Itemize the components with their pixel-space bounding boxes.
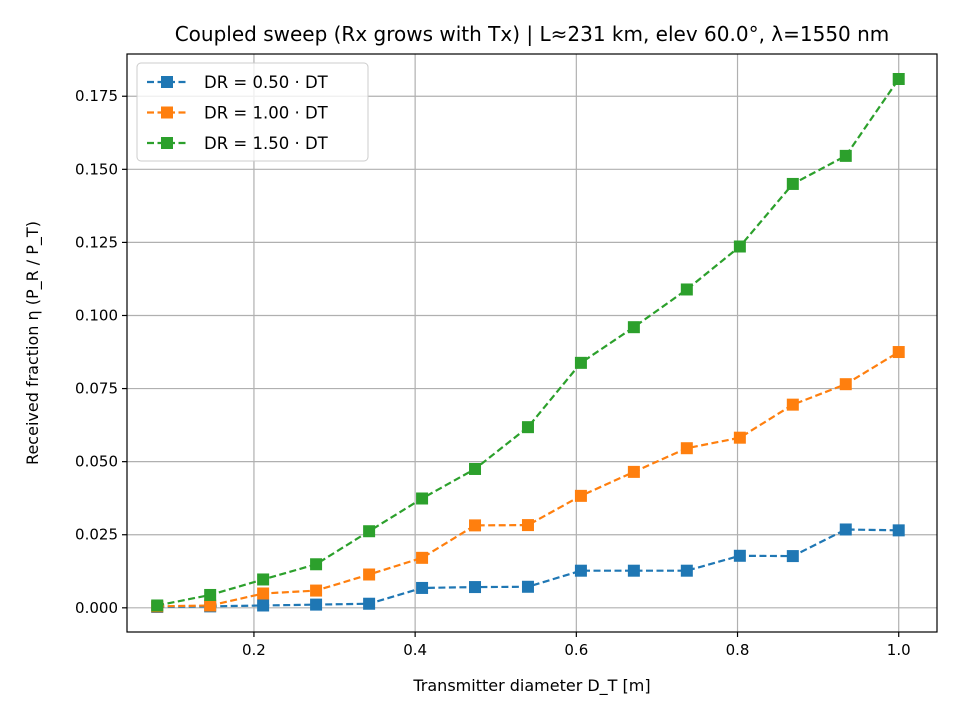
- legend-marker: [161, 106, 173, 119]
- data-point: [627, 321, 640, 334]
- data-point: [892, 72, 905, 85]
- series-markers: [151, 72, 905, 613]
- y-tick-label: 0.075: [75, 380, 118, 398]
- y-tick-label: 0.050: [75, 453, 118, 471]
- data-point: [469, 581, 482, 594]
- data-point: [627, 465, 640, 478]
- data-point: [892, 524, 905, 537]
- y-tick-label: 0.125: [75, 233, 118, 251]
- data-point: [363, 525, 376, 538]
- x-tick-label: 0.4: [403, 641, 427, 659]
- legend-marker: [161, 137, 173, 149]
- data-point: [310, 584, 323, 597]
- data-point: [151, 599, 164, 612]
- data-point: [680, 442, 693, 455]
- data-point: [204, 588, 217, 601]
- chart-title: Coupled sweep (Rx grows with Tx) | L≈231…: [175, 22, 890, 46]
- legend-label: DR = 1.00 · DT: [204, 104, 329, 123]
- data-point: [892, 346, 905, 359]
- data-point: [310, 598, 323, 611]
- y-axis-ticks: 0.000 0.025 0.050 0.075 0.100 0.125 0.150 0.175: [75, 87, 127, 617]
- data-point: [574, 356, 587, 369]
- data-point: [416, 551, 429, 564]
- x-axis-ticks: 0.2 0.4 0.6 0.8 1.0: [242, 632, 911, 659]
- data-point: [733, 549, 746, 562]
- data-point: [680, 283, 693, 296]
- grid: [127, 54, 937, 632]
- x-tick-label: 0.6: [564, 641, 588, 659]
- legend: DR = 0.50 · DT DR = 1.00 · DT DR = 1.50 · …: [136, 62, 369, 162]
- data-point: [521, 580, 534, 593]
- data-point: [733, 431, 746, 444]
- x-tick-label: 0.8: [726, 641, 750, 659]
- y-tick-label: 0.175: [75, 87, 118, 105]
- data-point: [257, 587, 270, 600]
- data-point: [839, 523, 852, 536]
- data-point: [257, 599, 270, 612]
- data-point: [416, 581, 429, 594]
- data-point: [786, 398, 799, 411]
- data-point: [786, 177, 799, 190]
- data-point: [627, 564, 640, 577]
- y-tick-label: 0.025: [75, 526, 118, 544]
- x-tick-label: 0.2: [242, 641, 266, 659]
- data-point: [469, 462, 482, 475]
- series-line-3: [157, 78, 900, 607]
- data-point: [363, 597, 376, 610]
- data-point: [363, 568, 376, 581]
- data-point: [521, 519, 534, 532]
- x-tick-label: 1.0: [887, 641, 911, 659]
- data-point: [839, 149, 852, 162]
- legend-marker: [161, 76, 173, 88]
- y-tick-label: 0.150: [75, 160, 118, 178]
- data-point: [680, 564, 693, 577]
- y-axis-label: Received fraction η (P_R / P_T): [23, 221, 43, 465]
- data-point: [310, 558, 323, 571]
- plot-frame: [126, 53, 938, 633]
- data-point: [574, 489, 587, 502]
- x-axis-label: Transmitter diameter D_T [m]: [412, 676, 650, 696]
- data-point: [733, 240, 746, 253]
- legend-label: DR = 1.50 · DT: [204, 134, 329, 153]
- data-point: [574, 564, 587, 577]
- y-tick-label: 0.000: [75, 599, 118, 617]
- data-point: [839, 378, 852, 391]
- legend-label: DR = 0.50 · DT: [204, 73, 329, 92]
- y-tick-label: 0.100: [75, 306, 118, 324]
- data-point: [469, 519, 482, 532]
- data-point: [786, 550, 799, 563]
- data-point: [204, 599, 217, 612]
- data-point: [521, 421, 534, 434]
- legend-frame: [136, 62, 369, 162]
- data-point: [257, 573, 270, 586]
- data-point: [416, 492, 429, 505]
